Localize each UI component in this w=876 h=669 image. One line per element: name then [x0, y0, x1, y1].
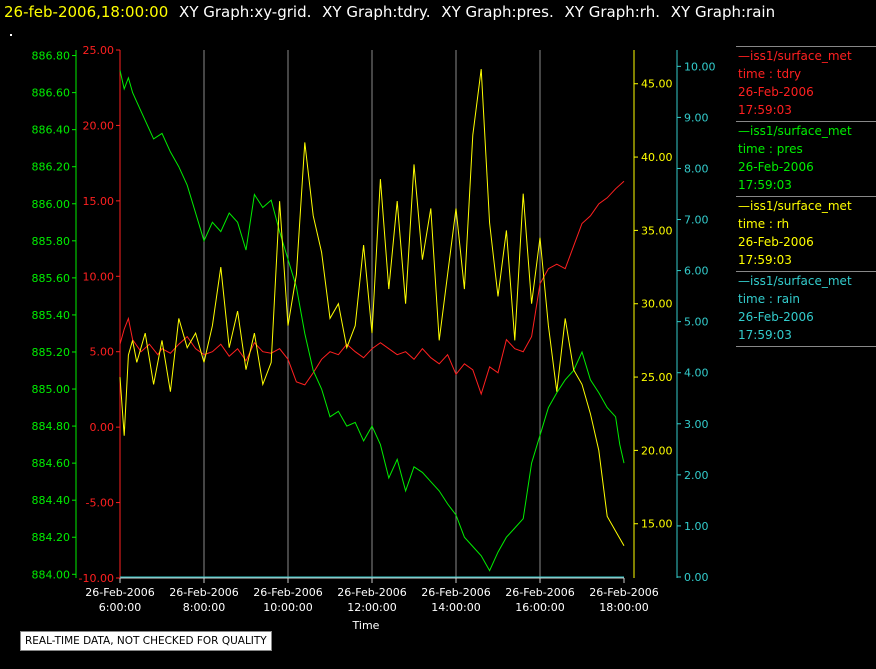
y-tick-label-pres: 884.80: [32, 420, 71, 433]
y-tick-label-tdry: 10.00: [83, 270, 115, 283]
legend-date: 26-Feb-2006: [738, 235, 814, 249]
y-tick-label-rain: 4.00: [684, 367, 709, 380]
legend-source: —iss1/surface_met: [738, 274, 852, 288]
y-tick-label-pres: 884.60: [32, 457, 71, 470]
legend-entry-pres[interactable]: —iss1/surface_met time : pres 26-Feb-200…: [736, 121, 876, 196]
x-tick-label-time: 12:00:00: [347, 601, 396, 614]
x-tick-label-date: 26-Feb-2006: [85, 586, 154, 599]
y-tick-label-rain: 8.00: [684, 162, 709, 175]
y-tick-label-rain: 1.00: [684, 520, 709, 533]
y-tick-label-pres: 886.40: [32, 124, 71, 137]
timestamp: 26-feb-2006,18:00:00: [4, 3, 169, 21]
decorative-dot: [10, 34, 12, 36]
legend-var: time : rh: [738, 217, 790, 231]
legend-source: —iss1/surface_met: [738, 199, 852, 213]
x-tick-label-date: 26-Feb-2006: [169, 586, 238, 599]
legend-time: 17:59:03: [738, 178, 792, 192]
legend-entry-rh[interactable]: —iss1/surface_met time : rh 26-Feb-2006 …: [736, 196, 876, 271]
y-tick-label-pres: 886.00: [32, 198, 71, 211]
tab-pres[interactable]: XY Graph:pres.: [441, 3, 554, 21]
y-tick-label-rain: 2.00: [684, 469, 709, 482]
y-tick-label-pres: 885.80: [32, 235, 71, 248]
y-tick-label-tdry: 5.00: [90, 346, 115, 359]
x-tick-label-time: 10:00:00: [263, 601, 312, 614]
legend-source: —iss1/surface_met: [738, 49, 852, 63]
y-tick-label-rh: 15.00: [641, 518, 673, 531]
tab-rh[interactable]: XY Graph:rh.: [564, 3, 660, 21]
series-line-tdry[interactable]: [119, 180, 625, 396]
y-tick-label-pres: 885.20: [32, 346, 71, 359]
y-tick-label-tdry: 15.00: [83, 195, 115, 208]
legend-source: —iss1/surface_met: [738, 124, 852, 138]
y-tick-label-rain: 5.00: [684, 316, 709, 329]
y-tick-label-rain: 7.00: [684, 214, 709, 227]
x-tick-label-date: 26-Feb-2006: [505, 586, 574, 599]
x-tick-label-date: 26-Feb-2006: [589, 586, 658, 599]
y-tick-label-rh: 20.00: [641, 444, 673, 457]
legend-date: 26-Feb-2006: [738, 310, 814, 324]
x-tick-label-time: 16:00:00: [515, 601, 564, 614]
y-tick-label-pres: 885.60: [32, 272, 71, 285]
y-tick-label-rh: 30.00: [641, 298, 673, 311]
y-tick-label-pres: 886.80: [32, 50, 71, 63]
x-tick-label-time: 18:00:00: [599, 601, 648, 614]
tab-rain[interactable]: XY Graph:rain: [670, 3, 776, 21]
y-tick-label-rh: 45.00: [641, 78, 673, 91]
y-tick-label-rain: 3.00: [684, 418, 709, 431]
legend-time: 17:59:03: [738, 103, 792, 117]
legend: —iss1/surface_met time : tdry 26-Feb-200…: [736, 46, 876, 347]
y-tick-label-pres: 884.20: [32, 531, 71, 544]
window-title-bar: 26-feb-2006,18:00:00 XY Graph:xy-grid. X…: [4, 3, 775, 21]
quality-notice: REAL-TIME DATA, NOT CHECKED FOR QUALITY: [20, 631, 272, 651]
y-tick-label-tdry: 0.00: [90, 421, 115, 434]
y-tick-label-rh: 40.00: [641, 151, 673, 164]
series-line-pres[interactable]: [119, 70, 625, 572]
y-tick-label-rh: 35.00: [641, 224, 673, 237]
y-tick-label-pres: 886.60: [32, 87, 71, 100]
x-tick-label-date: 26-Feb-2006: [337, 586, 406, 599]
y-tick-label-tdry: -10.00: [79, 572, 114, 585]
y-tick-label-rain: 10.00: [684, 60, 716, 73]
legend-time: 17:59:03: [738, 253, 792, 267]
legend-date: 26-Feb-2006: [738, 85, 814, 99]
y-tick-label-rain: 0.00: [684, 571, 709, 584]
x-tick-label-time: 6:00:00: [99, 601, 141, 614]
y-tick-label-pres: 885.40: [32, 309, 71, 322]
legend-var: time : tdry: [738, 67, 802, 81]
legend-time: 17:59:03: [738, 328, 792, 342]
y-tick-label-rain: 6.00: [684, 265, 709, 278]
y-tick-label-pres: 886.20: [32, 161, 71, 174]
y-tick-label-rh: 25.00: [641, 371, 673, 384]
x-tick-label-date: 26-Feb-2006: [421, 586, 490, 599]
x-tick-label-time: 14:00:00: [431, 601, 480, 614]
tab-xy-grid[interactable]: XY Graph:xy-grid.: [179, 3, 312, 21]
series-line-rh[interactable]: [119, 69, 625, 546]
legend-var: time : pres: [738, 142, 803, 156]
tab-tdry[interactable]: XY Graph:tdry.: [322, 3, 431, 21]
y-tick-label-tdry: 20.00: [83, 119, 115, 132]
y-tick-label-tdry: -5.00: [86, 497, 114, 510]
y-tick-label-tdry: 25.00: [83, 44, 115, 57]
y-tick-label-rain: 9.00: [684, 111, 709, 124]
x-tick-label-date: 26-Feb-2006: [253, 586, 322, 599]
x-tick-label-time: 8:00:00: [183, 601, 225, 614]
y-tick-label-pres: 884.00: [32, 568, 71, 581]
x-axis-label: Time: [352, 619, 380, 632]
legend-entry-tdry[interactable]: —iss1/surface_met time : tdry 26-Feb-200…: [736, 46, 876, 121]
y-tick-label-pres: 885.00: [32, 383, 71, 396]
legend-entry-rain[interactable]: —iss1/surface_met time : rain 26-Feb-200…: [736, 271, 876, 347]
legend-date: 26-Feb-2006: [738, 160, 814, 174]
legend-var: time : rain: [738, 292, 801, 306]
y-tick-label-pres: 884.40: [32, 494, 71, 507]
